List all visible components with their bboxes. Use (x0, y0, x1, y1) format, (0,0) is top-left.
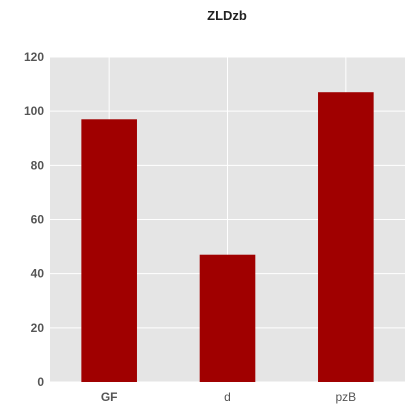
bar-gf (81, 119, 137, 383)
bar-d (199, 254, 256, 382)
y-tick-label: 0 (37, 375, 44, 389)
x-tick-label: pzB (335, 390, 356, 404)
y-tick-label: 40 (31, 267, 45, 281)
bar-pzb (318, 92, 374, 382)
y-tick-label: 120 (24, 50, 44, 64)
x-tick-label: GF (101, 390, 118, 404)
y-tick-label: 80 (31, 158, 45, 172)
x-axis-ticks: GF d pzB (101, 390, 356, 404)
chart-title: ZLDzb (207, 8, 247, 23)
y-tick-label: 20 (31, 321, 45, 335)
y-tick-label: 100 (24, 104, 44, 118)
y-tick-label: 60 (31, 213, 45, 227)
y-axis-ticks: 0 20 40 60 80 100 120 (24, 50, 44, 389)
x-tick-label: d (224, 390, 231, 404)
bar-layer (81, 92, 374, 383)
